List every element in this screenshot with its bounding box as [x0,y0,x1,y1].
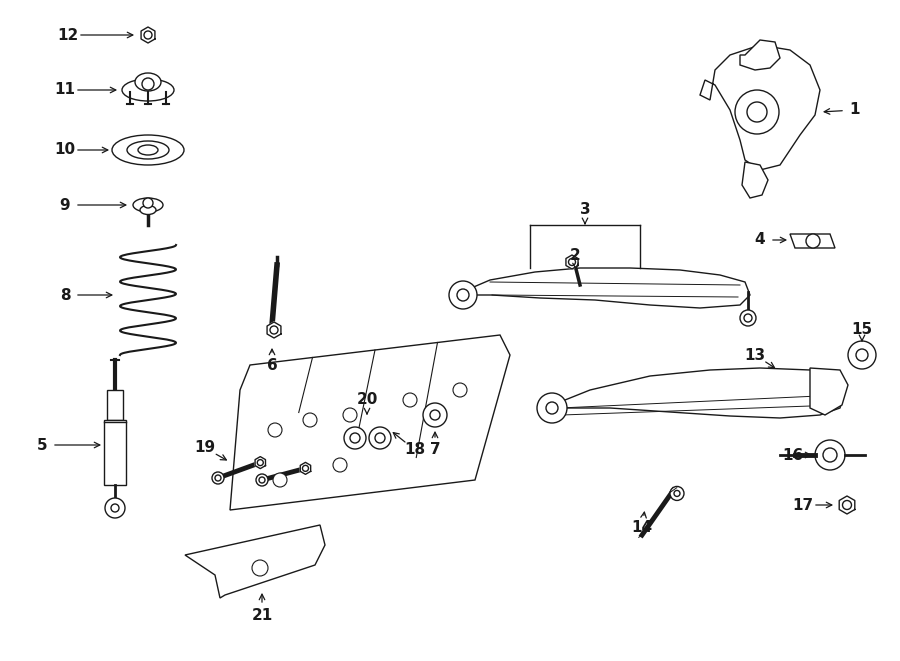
Circle shape [815,440,845,470]
Circle shape [105,498,125,518]
Text: 18: 18 [404,442,426,457]
Polygon shape [255,457,266,469]
Circle shape [256,474,268,486]
Circle shape [848,341,876,369]
Polygon shape [301,462,310,475]
Text: 5: 5 [37,438,48,453]
Circle shape [142,78,154,90]
Polygon shape [267,322,281,338]
Polygon shape [839,496,855,514]
Bar [107,390,123,420]
Ellipse shape [135,73,161,91]
Circle shape [449,281,477,309]
Ellipse shape [140,206,156,215]
Text: 12: 12 [58,28,78,42]
Text: 19: 19 [194,440,216,455]
Text: 17: 17 [792,498,814,512]
Polygon shape [740,40,780,70]
Polygon shape [810,368,848,415]
Text: 16: 16 [782,447,804,463]
Circle shape [806,234,820,248]
Circle shape [453,383,467,397]
Circle shape [537,393,567,423]
Circle shape [670,486,684,500]
Circle shape [740,310,756,326]
Circle shape [212,472,224,484]
Ellipse shape [127,141,169,159]
Text: 1: 1 [850,102,860,118]
Bar [104,420,126,485]
Text: 21: 21 [251,607,273,623]
Text: 11: 11 [55,83,76,98]
Text: 14: 14 [632,520,652,535]
Circle shape [369,427,391,449]
Ellipse shape [112,135,184,165]
Polygon shape [141,27,155,43]
Circle shape [268,423,282,437]
Polygon shape [790,234,835,248]
Ellipse shape [122,79,174,101]
Text: 10: 10 [54,143,76,157]
Polygon shape [455,268,750,308]
Polygon shape [742,162,768,198]
Polygon shape [185,525,325,598]
Circle shape [333,458,347,472]
Polygon shape [566,255,578,269]
Circle shape [423,403,447,427]
Text: 20: 20 [356,393,378,407]
Text: 3: 3 [580,202,590,217]
Circle shape [735,90,779,134]
Polygon shape [700,45,820,170]
Polygon shape [545,368,845,418]
Text: 9: 9 [59,198,70,212]
Text: 6: 6 [266,358,277,373]
Circle shape [343,408,357,422]
Circle shape [273,473,287,487]
Text: 13: 13 [744,348,766,362]
Circle shape [344,427,366,449]
Text: 7: 7 [429,442,440,457]
Circle shape [252,560,268,576]
Ellipse shape [133,198,163,212]
Text: 8: 8 [59,288,70,303]
Text: 4: 4 [755,233,765,247]
Circle shape [403,393,417,407]
Polygon shape [230,335,510,510]
Circle shape [143,198,153,208]
Text: 2: 2 [570,247,580,262]
Text: 15: 15 [851,323,873,338]
Circle shape [303,413,317,427]
